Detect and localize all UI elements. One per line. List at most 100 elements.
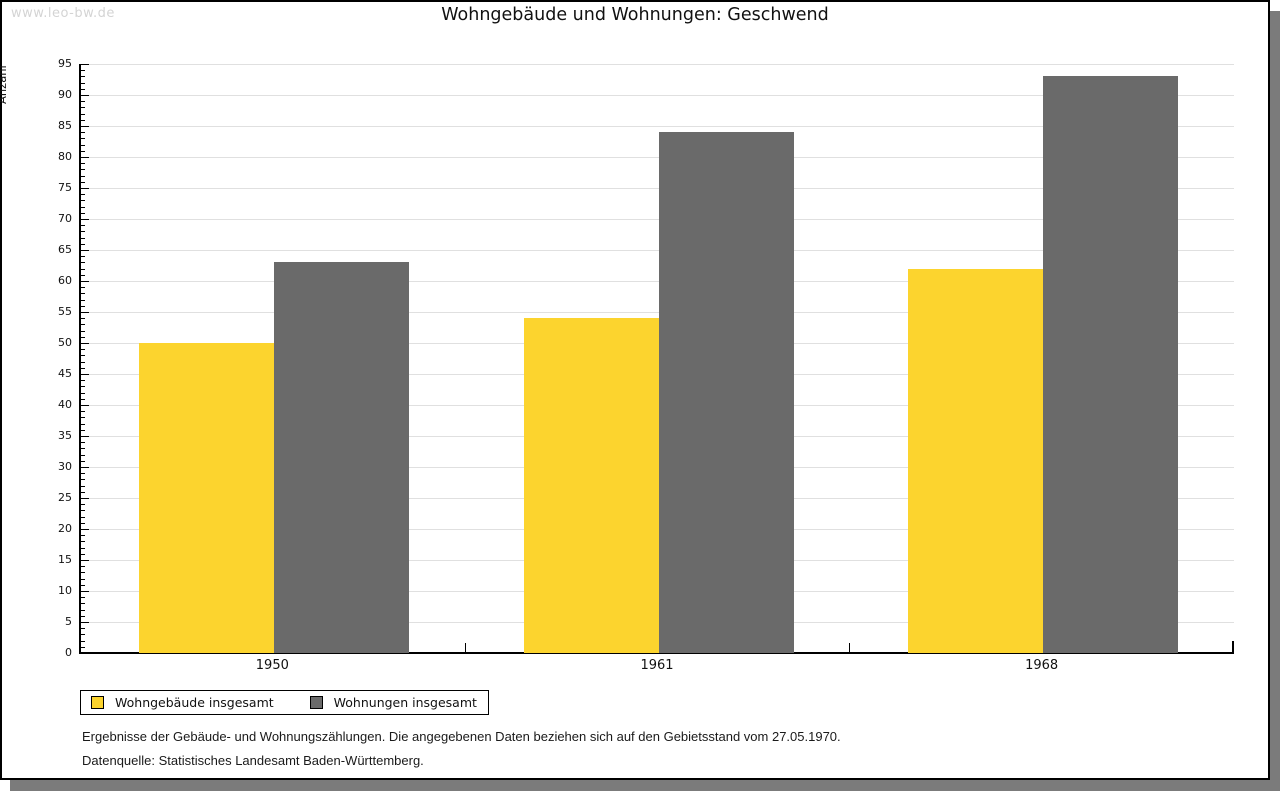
y-axis-minor-tick [81,646,85,648]
y-axis-minor-tick [81,597,85,599]
y-axis-tick-label: 10 [58,584,72,597]
y-axis-minor-tick [81,262,85,264]
y-axis-minor-tick [81,423,85,425]
chart-title: Wohngebäude und Wohnungen: Geschwend [441,5,829,25]
y-axis-minor-tick [81,479,85,481]
y-axis-minor-tick [81,411,85,413]
y-axis-minor-tick [81,175,85,177]
y-axis-major-tick [81,343,89,344]
y-axis-minor-tick [81,256,85,258]
y-axis-major-tick [81,436,89,437]
y-axis-minor-tick [81,386,85,388]
y-axis-major-tick [81,591,89,592]
y-axis-minor-tick [81,485,85,487]
bar-1961-wohnungen [658,132,794,653]
y-axis-minor-tick [81,541,85,543]
y-axis-minor-tick [81,88,85,90]
y-axis-major-tick [81,281,89,282]
y-axis-minor-tick [81,392,85,394]
y-axis-minor-tick [81,305,85,307]
y-axis-tick-label: 0 [65,646,72,659]
legend: Wohngebäude insgesamt Wohnungen insgesamt [80,690,489,715]
y-axis-major-tick [81,250,89,251]
y-axis-minor-tick [81,572,85,574]
gridline [81,95,1234,96]
y-axis-minor-tick [81,380,85,382]
y-axis-minor-tick [81,231,85,233]
y-axis-tick-label: 75 [58,181,72,194]
y-axis-minor-tick [81,535,85,537]
y-axis-minor-tick [81,584,85,586]
y-axis-minor-tick [81,640,85,642]
y-axis-minor-tick [81,119,85,121]
y-axis-major-tick [81,312,89,313]
bar-1968-wohngebaeude [908,268,1044,653]
gridline [81,281,1234,282]
x-axis-label: 1968 [1025,658,1059,673]
plot-area: 0 5 10 15 20 25 30 35 40 45 50 55 60 65 70 75 80 85 90 95 19… [2,2,1268,778]
y-axis-minor-tick [81,150,85,152]
y-axis-major-tick [81,405,89,406]
y-axis-tick-label: 95 [58,57,72,70]
y-axis-minor-tick [81,181,85,183]
y-axis-tick-label: 55 [58,305,72,318]
y-axis-minor-tick [81,454,85,456]
y-axis-major-tick [81,64,89,65]
bar-1950-wohnungen [274,262,409,653]
y-axis-minor-tick [81,82,85,84]
y-axis-minor-tick [81,194,85,196]
legend-item: Wohnungen insgesamt [309,695,477,710]
y-axis-minor-tick [81,169,85,171]
y-axis-minor-tick [81,287,85,289]
y-axis-minor-tick [81,460,85,462]
y-axis-minor-tick [81,70,85,72]
gridline [81,64,1234,65]
y-axis-minor-tick [81,144,85,146]
y-axis-minor-tick [81,522,85,524]
legend-item: Wohngebäude insgesamt [91,695,274,710]
y-axis-minor-tick [81,237,85,239]
y-axis-minor-tick [81,336,85,338]
footer-source: Datenquelle: Statistisches Landesamt Bad… [82,753,424,768]
y-axis-minor-tick [81,76,85,78]
y-axis-minor-tick [81,417,85,419]
y-axis-tick-label: 30 [58,460,72,473]
y-axis-minor-tick [81,113,85,115]
bar-1968-wohnungen [1043,76,1179,653]
y-axis-tick-label: 25 [58,491,72,504]
y-axis-major-tick [81,560,89,561]
y-axis-minor-tick [81,628,85,630]
y-axis-minor-tick [81,361,85,363]
y-axis-tick-label: 80 [58,150,72,163]
y-axis-minor-tick [81,274,85,276]
y-axis-minor-tick [81,132,85,134]
y-axis-minor-tick [81,324,85,326]
bar-1961-wohngebaeude [523,318,659,653]
y-axis-minor-tick [81,200,85,202]
y-axis-line [79,64,81,654]
x-axis-label: 1950 [255,658,289,673]
y-axis-minor-tick [81,442,85,444]
y-axis-minor-tick [81,609,85,611]
y-axis-minor-tick [81,473,85,475]
y-axis-major-tick [81,653,89,654]
y-axis-minor-tick [81,491,85,493]
watermark: www.leo-bw.de [11,6,115,21]
y-axis-minor-tick [81,268,85,270]
gridline [81,126,1234,127]
y-axis-major-tick [81,622,89,623]
y-axis-minor-tick [81,398,85,400]
y-axis-tick-label: 65 [58,243,72,256]
y-axis-minor-tick [81,138,85,140]
y-axis-major-tick [81,95,89,96]
y-axis-tick-label: 60 [58,274,72,287]
x-axis-label: 1961 [640,658,674,673]
y-axis-minor-tick [81,547,85,549]
y-axis-major-tick [81,529,89,530]
y-axis-major-tick [81,126,89,127]
legend-label: Wohngebäude insgesamt [115,695,274,710]
y-axis-tick-label: 90 [58,88,72,101]
y-axis-major-tick [81,374,89,375]
y-axis-tick-label: 85 [58,119,72,132]
gridline [81,312,1234,313]
